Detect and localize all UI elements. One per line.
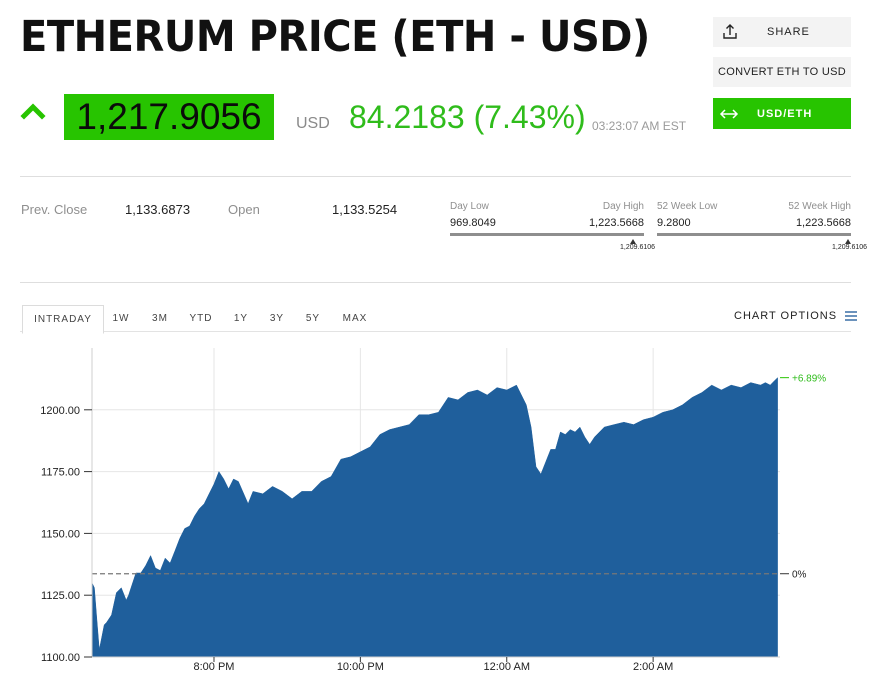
day-marker-icon: [630, 239, 636, 244]
week52-range: 52 Week Low 52 Week High 9.2800 1,223.56…: [657, 201, 867, 261]
price-unit: USD: [296, 115, 330, 132]
y-tick-label: 1100.00: [41, 652, 80, 664]
quote-timestamp: 03:23:07 AM EST: [592, 119, 687, 133]
week52-low-value: 9.2800: [657, 217, 691, 229]
x-tick-label: 2:00 AM: [633, 661, 673, 673]
y-axis: 1100.00 1125.00 1150.00 1175.00 1200.00: [40, 348, 93, 664]
x-axis: 8:00 PM 10:00 PM 12:00 AM 2:00 AM: [92, 656, 780, 673]
week52-low-label: 52 Week Low: [657, 201, 718, 212]
swap-arrows-icon: [719, 108, 739, 119]
y-tick-label: 1175.00: [41, 467, 80, 479]
chart-options-label: CHART OPTIONS: [734, 310, 838, 322]
day-high-label: Day High: [602, 201, 644, 212]
tab-max[interactable]: MAX: [342, 312, 368, 324]
week52-range-bar: [657, 233, 851, 236]
week52-marker-icon: [845, 239, 851, 244]
share-icon: [723, 24, 737, 39]
y-tick-label: 1150.00: [41, 528, 80, 540]
week52-high-value: 1,223.5668: [795, 217, 851, 229]
tab-1y[interactable]: 1Y: [233, 312, 249, 324]
chart-options-button[interactable]: CHART OPTIONS: [734, 310, 859, 322]
y-tick-label: 1200.00: [40, 405, 80, 417]
current-price: 1,217.9056: [64, 94, 274, 140]
tab-ytd[interactable]: YTD: [189, 312, 213, 324]
usd-eth-toggle-button[interactable]: USD/ETH: [713, 98, 851, 129]
prev-close-value: 1,133.6873: [125, 202, 191, 217]
day-high-value: 1,223.5668: [588, 217, 644, 229]
open-label: Open: [228, 202, 260, 217]
open-value: 1,133.5254: [332, 202, 398, 217]
x-tick-label: 10:00 PM: [337, 661, 384, 673]
price-chart: 1100.00 1125.00 1150.00 1175.00 1200.00 8:00…: [40, 348, 826, 673]
tab-5y[interactable]: 5Y: [305, 312, 321, 324]
y-tick-label: 1125.00: [41, 590, 80, 602]
day-marker-value: 1,209.6106: [620, 244, 656, 251]
convert-label: CONVERT ETH TO USD: [717, 66, 847, 78]
convert-eth-to-usd-button[interactable]: CONVERT ETH TO USD: [713, 57, 851, 87]
day-low-label: Day Low: [450, 201, 489, 212]
tab-3y[interactable]: 3Y: [269, 312, 285, 324]
price-area: [91, 377, 778, 658]
page-title: ETHERUM PRICE (ETH - USD): [20, 12, 650, 62]
last-change-label: +6.89%: [792, 374, 826, 385]
divider: [20, 282, 851, 283]
tabs-underline: [20, 331, 851, 332]
share-button[interactable]: SHARE: [713, 17, 851, 47]
usd-eth-label: USD/ETH: [757, 107, 813, 120]
baseline-label: 0%: [792, 570, 807, 581]
tab-1w[interactable]: 1W: [112, 312, 130, 324]
tab-3m[interactable]: 3M: [152, 312, 168, 324]
tab-intraday[interactable]: INTRADAY: [22, 305, 104, 334]
x-tick-label: 8:00 PM: [194, 661, 235, 673]
x-tick-label: 12:00 AM: [484, 661, 530, 673]
share-label: SHARE: [767, 26, 810, 38]
price-change: 84.2183 (7.43%): [349, 99, 586, 135]
day-range-bar: [450, 233, 644, 236]
day-low-value: 969.8049: [450, 217, 496, 229]
week52-marker-value: 1,209.6106: [832, 244, 868, 251]
up-arrow-icon: [20, 103, 46, 120]
week52-high-label: 52 Week High: [788, 201, 851, 212]
day-range: Day Low Day High 969.8049 1,223.5668 1,2…: [450, 201, 655, 261]
divider: [20, 176, 851, 177]
menu-icon: [845, 311, 858, 321]
prev-close-label: Prev. Close: [21, 202, 88, 217]
